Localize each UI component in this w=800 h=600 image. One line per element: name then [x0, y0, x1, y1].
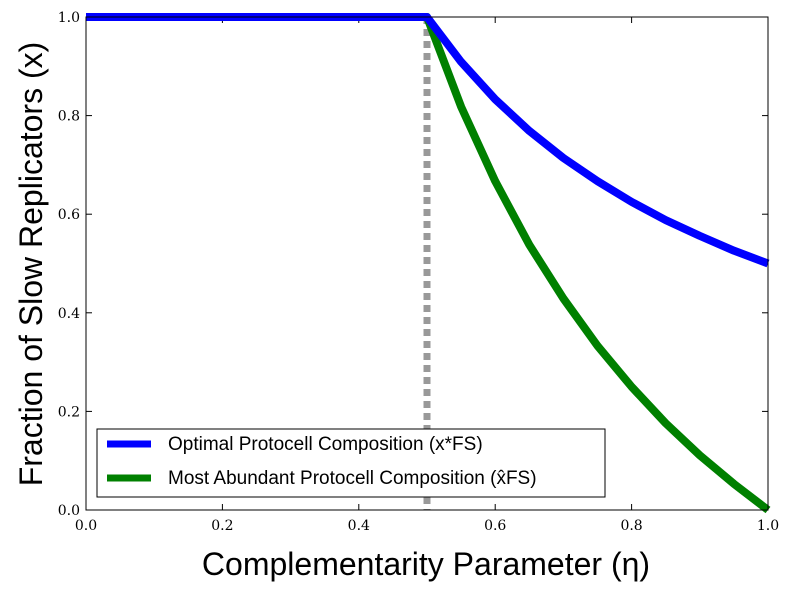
y-tick-label-2: 0.4	[58, 306, 80, 322]
x-axis-label: Complementarity Parameter (η)	[202, 546, 650, 582]
x-tick-label-5: 1.0	[757, 518, 779, 534]
legend: Optimal Protocell Composition (x*FS) Mos…	[96, 428, 606, 498]
y-axis-label: Fraction of Slow Replicators (x)	[13, 42, 49, 487]
x-tick-label-3: 0.6	[484, 518, 506, 534]
legend-label-abundant: Most Abundant Protocell Composition (x̂F…	[168, 468, 537, 489]
series-line-0	[86, 13, 770, 268]
series-layer	[86, 13, 771, 514]
tick-labels: 0.0 0.2 0.4 0.6 0.8 1.0 0.0 0.2 0.4 0.6 0.8 1.0	[58, 10, 779, 534]
x-tick-label-2: 0.4	[348, 518, 370, 534]
x-tick-label-4: 0.8	[620, 518, 642, 534]
y-tick-label-4: 0.8	[58, 109, 80, 125]
plot-frame	[85, 16, 769, 511]
y-tick-label-0: 0.0	[58, 503, 80, 519]
legend-box	[96, 428, 606, 498]
y-tick-label-1: 0.2	[58, 404, 80, 420]
y-tick-label-3: 0.6	[58, 207, 80, 223]
x-tick-label-1: 0.2	[211, 518, 233, 534]
x-tick-label-0: 0.0	[75, 518, 97, 534]
series-line-1	[86, 13, 771, 514]
y-tick-label-5: 1.0	[58, 10, 80, 26]
legend-label-optimal: Optimal Protocell Composition (x*FS)	[168, 434, 483, 455]
